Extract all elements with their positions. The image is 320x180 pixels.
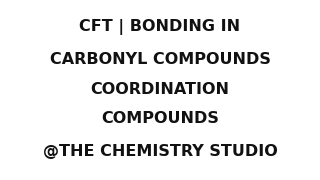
Text: CARBONYL COMPOUNDS: CARBONYL COMPOUNDS	[50, 52, 270, 67]
Text: CFT | BONDING IN: CFT | BONDING IN	[79, 19, 241, 35]
Text: COORDINATION: COORDINATION	[91, 82, 229, 98]
Text: COMPOUNDS: COMPOUNDS	[101, 111, 219, 126]
Text: @THE CHEMISTRY STUDIO: @THE CHEMISTRY STUDIO	[43, 144, 277, 159]
